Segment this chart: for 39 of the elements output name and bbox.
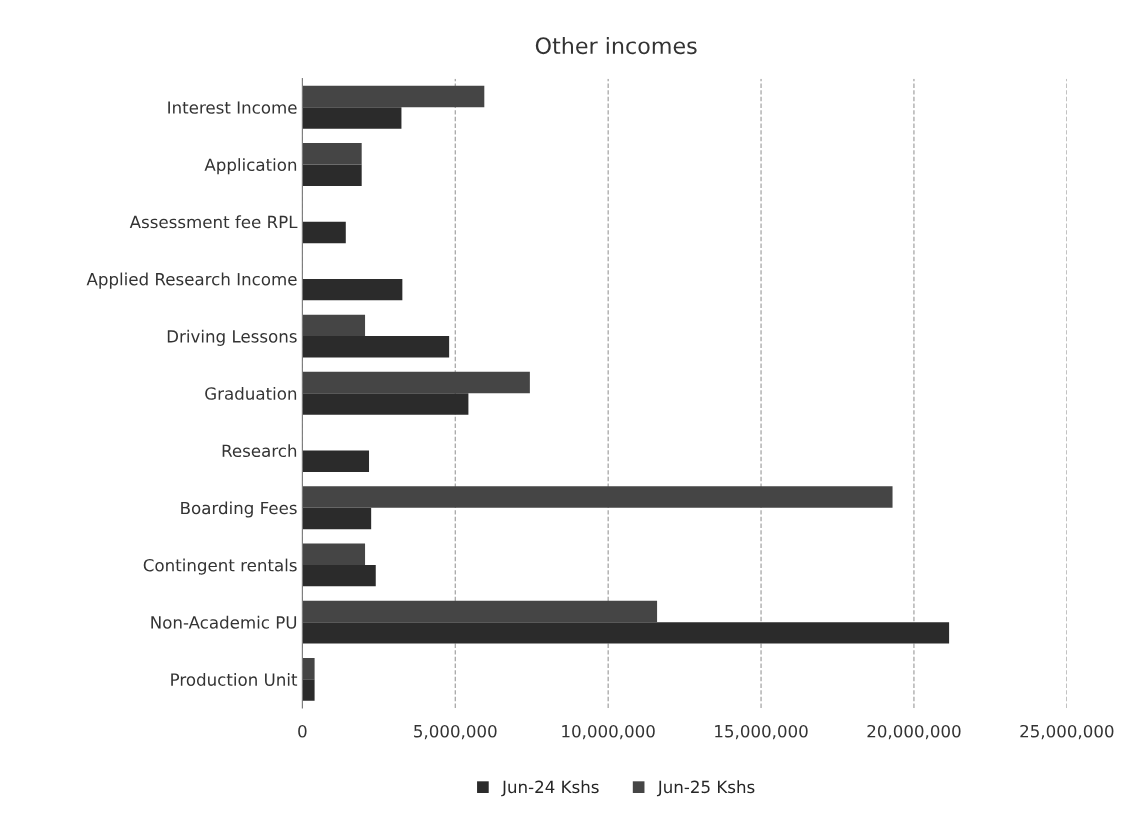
chart-title: Other incomes xyxy=(535,36,697,55)
bar xyxy=(302,543,366,565)
y-tick-label: Production Unit xyxy=(171,673,298,686)
bar xyxy=(302,600,658,623)
x-tick-label: 15,000,000 xyxy=(715,724,808,740)
bar xyxy=(302,486,893,508)
x-tick-label: 20,000,000 xyxy=(867,724,961,740)
x-tick-label: 25,000,000 xyxy=(1020,724,1114,740)
bar xyxy=(302,657,315,680)
y-tick-label: Research xyxy=(222,444,297,458)
bar xyxy=(302,107,402,129)
bar xyxy=(302,371,530,394)
x-tick-label: 0 xyxy=(298,724,307,738)
y-tick-label: Contingent rentals xyxy=(143,558,297,575)
y-tick-label: Driving Lessons xyxy=(167,329,297,346)
bar xyxy=(302,314,366,337)
y-tick-label: Graduation xyxy=(205,386,297,400)
legend-label: Jun-24 Kshs xyxy=(501,780,599,797)
bar xyxy=(302,507,372,530)
bar xyxy=(302,164,362,186)
bar xyxy=(302,679,315,701)
y-tick-label: Assessment fee RPL xyxy=(129,215,298,229)
bar xyxy=(302,393,469,415)
bar xyxy=(302,564,376,587)
y-tick-label: Non-Academic PU xyxy=(151,615,297,629)
bar xyxy=(302,143,362,165)
bar xyxy=(302,221,346,244)
bar xyxy=(302,336,450,358)
x-tick-label: 5,000,000 xyxy=(414,724,497,740)
bar xyxy=(302,278,403,301)
x-tick-label: 10,000,000 xyxy=(562,724,655,740)
legend-label: Jun-25 Kshs xyxy=(656,780,755,797)
bar xyxy=(302,450,370,472)
y-tick-label: Application xyxy=(204,158,297,175)
y-tick-label: Boarding Fees xyxy=(181,501,297,518)
y-tick-label: Applied Research Income xyxy=(86,272,297,289)
bar xyxy=(302,85,485,108)
y-tick-label: Interest Income xyxy=(168,101,297,114)
bar xyxy=(302,622,950,644)
